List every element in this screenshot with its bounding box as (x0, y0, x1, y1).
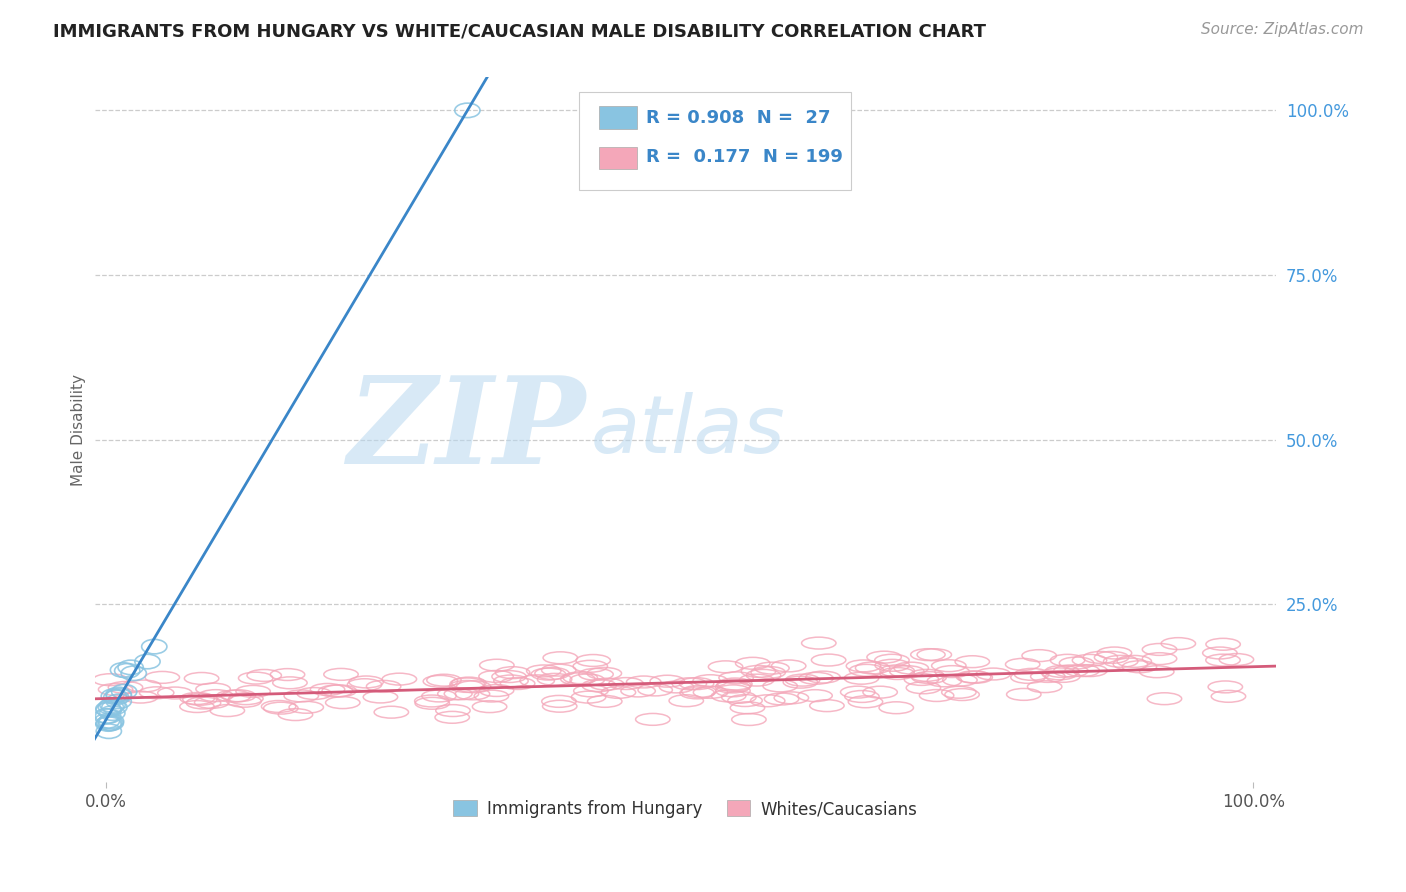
Text: Source: ZipAtlas.com: Source: ZipAtlas.com (1201, 22, 1364, 37)
Text: atlas: atlas (591, 392, 786, 470)
Legend: Immigrants from Hungary, Whites/Caucasians: Immigrants from Hungary, Whites/Caucasia… (447, 794, 924, 825)
Text: R = 0.908  N =  27: R = 0.908 N = 27 (647, 109, 831, 127)
FancyBboxPatch shape (599, 146, 637, 169)
Text: ZIP: ZIP (347, 371, 585, 489)
FancyBboxPatch shape (579, 92, 851, 190)
FancyBboxPatch shape (599, 106, 637, 129)
Text: R =  0.177  N = 199: R = 0.177 N = 199 (647, 148, 844, 166)
Y-axis label: Male Disability: Male Disability (72, 374, 86, 486)
Text: IMMIGRANTS FROM HUNGARY VS WHITE/CAUCASIAN MALE DISABILITY CORRELATION CHART: IMMIGRANTS FROM HUNGARY VS WHITE/CAUCASI… (53, 22, 987, 40)
